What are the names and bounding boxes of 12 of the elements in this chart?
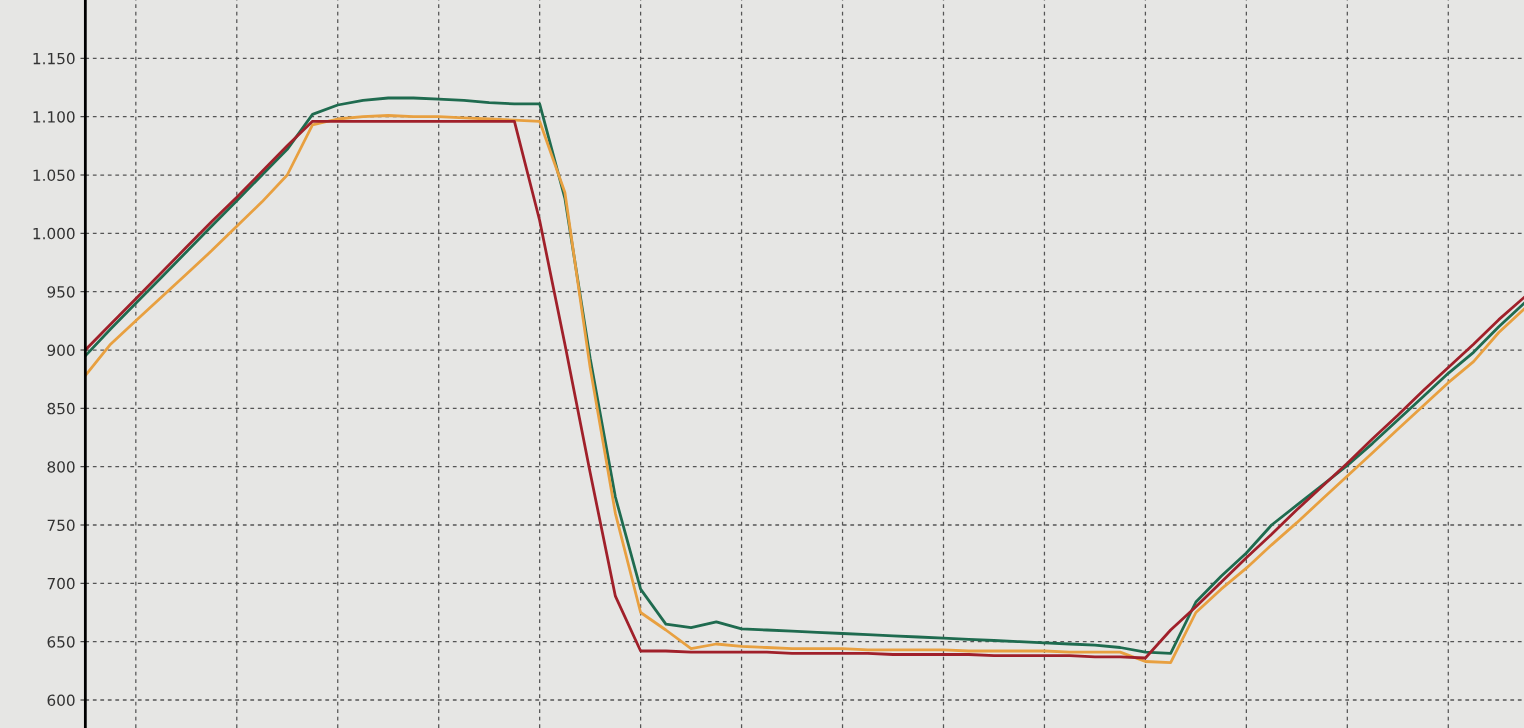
y-tick-label: 950 xyxy=(47,286,75,298)
y-tick-label: 700 xyxy=(47,577,75,590)
y-tick-label: 1.050 xyxy=(33,169,75,182)
y-tick-label: 750 xyxy=(47,519,75,532)
y-tick-label: 1.100 xyxy=(33,111,75,123)
y-tick-label: 850 xyxy=(47,402,75,415)
y-tick-label: 1.150 xyxy=(33,52,75,65)
y-tick-label: 600 xyxy=(47,694,75,707)
y-tick-label: 650 xyxy=(47,636,75,648)
y-tick-label: 800 xyxy=(47,461,75,473)
y-tick-label: 900 xyxy=(47,344,75,357)
y-tick-label: 1.000 xyxy=(33,227,75,240)
